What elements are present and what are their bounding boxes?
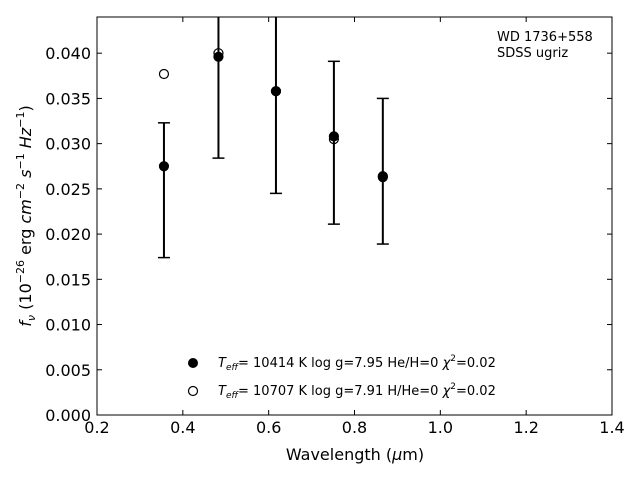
y-tick-label: 0.025 bbox=[45, 180, 91, 199]
legend-label-open: Teff= 10707 K log g=7.91 H/He=0 χ2=0.02 bbox=[218, 382, 496, 401]
data-point-open bbox=[213, 48, 224, 59]
y-tick-label: 0.040 bbox=[45, 44, 91, 63]
legend-marker-filled bbox=[188, 358, 198, 368]
legend-marker-open bbox=[187, 385, 199, 397]
data-point-open bbox=[158, 68, 170, 80]
x-tick-label: 1.0 bbox=[428, 418, 453, 437]
data-markers bbox=[158, 48, 388, 183]
y-tick-label: 0.015 bbox=[45, 270, 91, 289]
plot-frame bbox=[96, 16, 613, 416]
y-tick-labels: 0.000 0.005 0.010 0.015 0.020 0.025 0.030 0.035… bbox=[45, 44, 91, 425]
x-tick-label: 0.6 bbox=[256, 418, 281, 437]
error-bars bbox=[157, 17, 389, 259]
data-point-open bbox=[377, 172, 388, 183]
y-tick-label: 0.030 bbox=[45, 135, 91, 154]
data-point-open bbox=[270, 86, 282, 97]
y-tick-label: 0.010 bbox=[45, 316, 91, 335]
y-tick-label: 0.005 bbox=[45, 361, 91, 380]
data-point-filled bbox=[328, 131, 339, 142]
data-point-open bbox=[328, 134, 339, 145]
star-name-annotation: WD 1736+558 bbox=[497, 30, 593, 45]
legend-label-filled: Teff= 10414 K log g=7.95 He/H=0 χ2=0.02 bbox=[218, 354, 496, 373]
x-tick-label: 1.2 bbox=[513, 418, 538, 437]
data-point-filled bbox=[213, 51, 224, 62]
x-tick-labels: 0.2 0.4 0.6 0.8 1.0 1.2 1.4 bbox=[84, 418, 624, 437]
survey-annotation: SDSS ugriz bbox=[497, 46, 568, 61]
x-tick-label: 0.8 bbox=[342, 418, 367, 437]
legend: Teff= 10414 K log g=7.95 He/H=0 χ2=0.02 … bbox=[187, 354, 496, 401]
y-tick-label: 0.000 bbox=[45, 406, 91, 425]
y-tick-label: 0.035 bbox=[45, 89, 91, 108]
x-axis-label: Wavelength (μm) bbox=[286, 445, 424, 464]
x-tick-label: 0.4 bbox=[170, 418, 195, 437]
data-point-filled bbox=[158, 161, 170, 172]
x-tick-label: 0.2 bbox=[84, 418, 109, 437]
y-axis-label: fν (10−26 erg cm−2 s−1 Hz−1) bbox=[14, 105, 38, 326]
y-tick-label: 0.020 bbox=[45, 225, 91, 244]
x-tick-label: 1.4 bbox=[599, 418, 624, 437]
